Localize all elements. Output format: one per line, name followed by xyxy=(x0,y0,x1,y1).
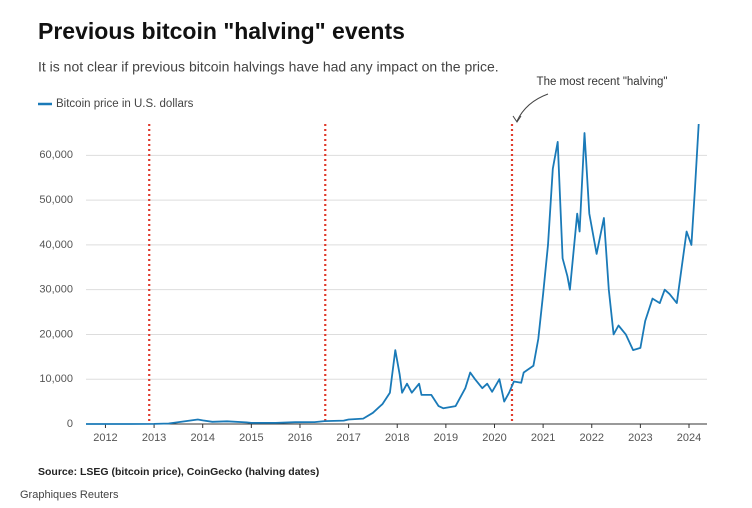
y-tick-label: 0 xyxy=(67,418,73,430)
legend-label: Bitcoin price in U.S. dollars xyxy=(56,98,194,110)
x-tick-label: 2020 xyxy=(482,432,506,444)
x-tick-label: 2013 xyxy=(142,432,166,444)
x-tick-label: 2012 xyxy=(93,432,117,444)
source: Source: LSEG (bitcoin price), CoinGecko … xyxy=(38,466,319,478)
x-tick-label: 2021 xyxy=(531,432,555,444)
chart-subtitle: It is not clear if previous bitcoin halv… xyxy=(38,59,499,75)
y-tick-label: 30,000 xyxy=(39,284,73,296)
annotation-arrowhead xyxy=(512,115,522,123)
x-tick-label: 2019 xyxy=(434,432,458,444)
annotation: The most recent "halving" xyxy=(537,76,668,88)
y-tick-label: 10,000 xyxy=(39,373,73,385)
y-tick-label: 40,000 xyxy=(39,239,73,251)
x-tick-label: 2022 xyxy=(580,432,604,444)
x-tick-label: 2015 xyxy=(239,432,263,444)
x-tick-label: 2024 xyxy=(677,432,701,444)
x-tick-label: 2017 xyxy=(336,432,360,444)
x-tick-label: 2016 xyxy=(288,432,312,444)
x-tick-label: 2023 xyxy=(628,432,652,444)
y-tick-label: 60,000 xyxy=(39,149,73,161)
y-tick-label: 20,000 xyxy=(39,328,73,340)
annotation-arrow xyxy=(516,93,549,122)
credit: Graphiques Reuters xyxy=(20,489,119,501)
y-tick-label: 50,000 xyxy=(39,194,73,206)
x-tick-label: 2018 xyxy=(385,432,409,444)
x-tick-label: 2014 xyxy=(190,432,214,444)
chart-title: Previous bitcoin "halving" events xyxy=(38,18,405,44)
price-line xyxy=(86,123,700,425)
